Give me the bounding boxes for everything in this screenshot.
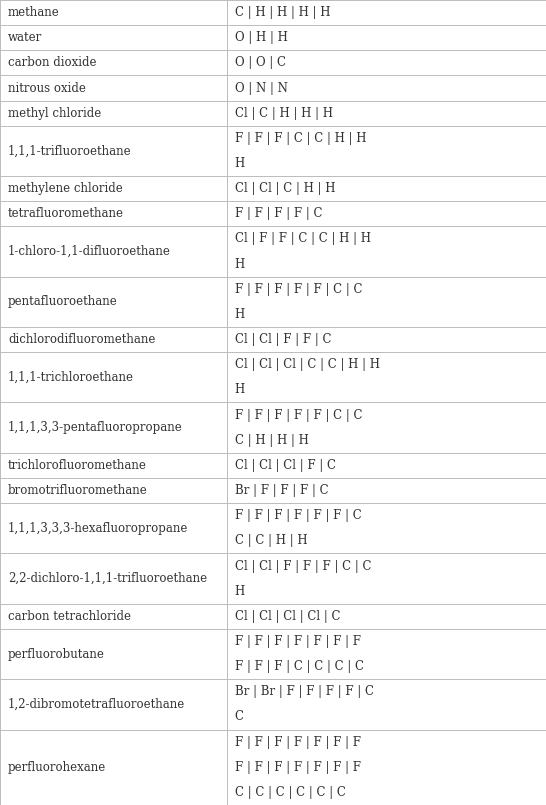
Text: C: C	[235, 711, 244, 724]
Text: Br | F | F | F | C: Br | F | F | F | C	[235, 484, 328, 497]
Text: perfluorobutane: perfluorobutane	[8, 647, 105, 661]
Text: 1-chloro-1,1-difluoroethane: 1-chloro-1,1-difluoroethane	[8, 245, 171, 258]
Text: methylene chloride: methylene chloride	[8, 182, 123, 195]
Text: Cl | Cl | Cl | F | C: Cl | Cl | Cl | F | C	[235, 459, 336, 472]
Text: C | C | C | C | C | C: C | C | C | C | C | C	[235, 786, 346, 799]
Text: 2,2-dichloro-1,1,1-trifluoroethane: 2,2-dichloro-1,1,1-trifluoroethane	[8, 572, 207, 585]
Text: H: H	[235, 157, 245, 170]
Text: 1,2-dibromotetrafluoroethane: 1,2-dibromotetrafluoroethane	[8, 698, 185, 711]
Text: 1,1,1-trichloroethane: 1,1,1-trichloroethane	[8, 371, 134, 384]
Text: carbon dioxide: carbon dioxide	[8, 56, 97, 69]
Text: Br | Br | F | F | F | F | C: Br | Br | F | F | F | F | C	[235, 685, 373, 698]
Text: 1,1,1-trifluoroethane: 1,1,1-trifluoroethane	[8, 144, 132, 158]
Text: F | F | F | C | C | C | C: F | F | F | C | C | C | C	[235, 660, 364, 673]
Text: C | C | H | H: C | C | H | H	[235, 535, 307, 547]
Text: H: H	[235, 258, 245, 270]
Text: pentafluoroethane: pentafluoroethane	[8, 295, 118, 308]
Text: dichlorodifluoromethane: dichlorodifluoromethane	[8, 333, 156, 346]
Text: H: H	[235, 308, 245, 321]
Text: C | H | H | H: C | H | H | H	[235, 434, 308, 447]
Text: water: water	[8, 31, 42, 44]
Text: O | O | C: O | O | C	[235, 56, 286, 69]
Text: O | H | H: O | H | H	[235, 31, 287, 44]
Text: F | F | F | F | C: F | F | F | F | C	[235, 208, 322, 221]
Text: F | F | F | F | F | C | C: F | F | F | F | F | C | C	[235, 283, 362, 295]
Text: methyl chloride: methyl chloride	[8, 107, 101, 120]
Text: Cl | C | H | H | H: Cl | C | H | H | H	[235, 107, 333, 120]
Text: F | F | F | F | F | F | F: F | F | F | F | F | F | F	[235, 635, 360, 648]
Text: carbon tetrachloride: carbon tetrachloride	[8, 610, 131, 623]
Text: bromotrifluoromethane: bromotrifluoromethane	[8, 484, 148, 497]
Text: tetrafluoromethane: tetrafluoromethane	[8, 208, 124, 221]
Text: Cl | Cl | C | H | H: Cl | Cl | C | H | H	[235, 182, 335, 195]
Text: Cl | Cl | F | F | C: Cl | Cl | F | F | C	[235, 333, 331, 346]
Text: F | F | F | F | F | F | C: F | F | F | F | F | F | C	[235, 510, 361, 522]
Text: F | F | F | F | F | F | F: F | F | F | F | F | F | F	[235, 736, 360, 749]
Text: F | F | F | F | F | F | F: F | F | F | F | F | F | F	[235, 761, 360, 774]
Text: H: H	[235, 584, 245, 597]
Text: C | H | H | H | H: C | H | H | H | H	[235, 6, 330, 19]
Text: methane: methane	[8, 6, 60, 19]
Text: trichlorofluoromethane: trichlorofluoromethane	[8, 459, 147, 472]
Text: 1,1,1,3,3-pentafluoropropane: 1,1,1,3,3-pentafluoropropane	[8, 421, 183, 434]
Text: Cl | Cl | Cl | C | C | H | H: Cl | Cl | Cl | C | C | H | H	[235, 358, 379, 371]
Text: H: H	[235, 383, 245, 396]
Text: Cl | Cl | F | F | F | C | C: Cl | Cl | F | F | F | C | C	[235, 559, 371, 572]
Text: Cl | Cl | Cl | Cl | C: Cl | Cl | Cl | Cl | C	[235, 610, 340, 623]
Text: 1,1,1,3,3,3-hexafluoropropane: 1,1,1,3,3,3-hexafluoropropane	[8, 522, 188, 535]
Text: nitrous oxide: nitrous oxide	[8, 81, 86, 94]
Text: F | F | F | F | F | C | C: F | F | F | F | F | C | C	[235, 409, 362, 422]
Text: Cl | F | F | C | C | H | H: Cl | F | F | C | C | H | H	[235, 233, 371, 246]
Text: F | F | F | C | C | H | H: F | F | F | C | C | H | H	[235, 132, 366, 145]
Text: perfluorohexane: perfluorohexane	[8, 761, 106, 774]
Text: O | N | N: O | N | N	[235, 81, 287, 94]
